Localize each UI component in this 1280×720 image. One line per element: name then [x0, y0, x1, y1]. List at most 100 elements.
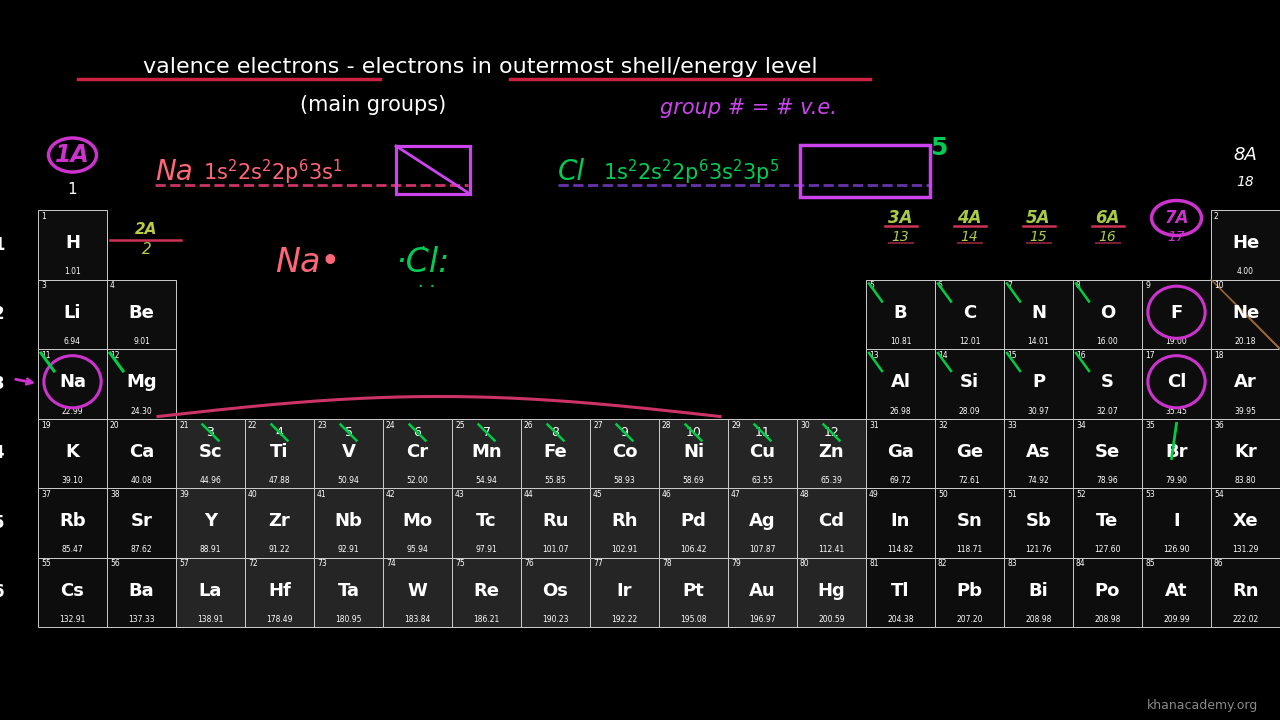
Text: 132.91: 132.91 — [59, 615, 86, 624]
Text: (main groups): (main groups) — [300, 95, 447, 115]
Text: Ba: Ba — [129, 582, 155, 600]
Text: 6.94: 6.94 — [64, 337, 81, 346]
Text: 13: 13 — [869, 351, 878, 360]
Text: Ta: Ta — [338, 582, 360, 600]
Text: 29: 29 — [731, 420, 741, 430]
Text: · ·: · · — [419, 278, 435, 296]
Text: 2: 2 — [142, 243, 151, 258]
Text: 19.00: 19.00 — [1166, 337, 1188, 346]
Text: 5: 5 — [0, 514, 4, 532]
Text: He: He — [1231, 235, 1260, 253]
Text: 39: 39 — [179, 490, 188, 499]
Text: 52.00: 52.00 — [407, 476, 429, 485]
Text: Xe: Xe — [1233, 513, 1258, 531]
Bar — [1004, 488, 1073, 557]
Text: 14: 14 — [938, 351, 947, 360]
Bar — [38, 488, 108, 557]
Bar — [314, 557, 383, 627]
Text: 8: 8 — [1076, 282, 1080, 290]
Bar — [659, 557, 728, 627]
Bar — [1073, 488, 1142, 557]
Text: Cu: Cu — [750, 443, 776, 461]
Text: Po: Po — [1094, 582, 1120, 600]
Bar — [867, 279, 934, 349]
Text: Pd: Pd — [681, 513, 707, 531]
Text: 1s$^2$2s$^2$2p$^6$3s$^2$3p$^5$: 1s$^2$2s$^2$2p$^6$3s$^2$3p$^5$ — [603, 158, 780, 186]
Text: Cd: Cd — [818, 513, 845, 531]
Text: 2A: 2A — [136, 222, 157, 238]
Text: 4A: 4A — [957, 209, 982, 227]
Text: 186.21: 186.21 — [474, 615, 499, 624]
Bar — [934, 557, 1004, 627]
Text: 114.82: 114.82 — [887, 546, 914, 554]
Text: 57: 57 — [179, 559, 188, 569]
Bar — [314, 488, 383, 557]
Text: 8: 8 — [552, 426, 559, 439]
Text: 72: 72 — [248, 559, 257, 569]
Bar — [1004, 557, 1073, 627]
Bar — [452, 488, 521, 557]
Text: H: H — [65, 235, 79, 253]
Bar — [383, 557, 452, 627]
Text: 15: 15 — [1007, 351, 1016, 360]
Text: 78.96: 78.96 — [1097, 476, 1119, 485]
Bar — [934, 418, 1004, 488]
Text: 97.91: 97.91 — [476, 546, 498, 554]
Bar — [1142, 418, 1211, 488]
Bar — [1004, 349, 1073, 418]
Text: 6: 6 — [938, 282, 943, 290]
Bar — [1142, 488, 1211, 557]
Text: 118.71: 118.71 — [956, 546, 983, 554]
Text: 208.98: 208.98 — [1025, 615, 1052, 624]
Bar — [867, 557, 934, 627]
Text: Os: Os — [543, 582, 568, 600]
Text: 1: 1 — [68, 182, 77, 197]
Text: 200.59: 200.59 — [818, 615, 845, 624]
Text: 4: 4 — [275, 426, 283, 439]
Text: 39.10: 39.10 — [61, 476, 83, 485]
Text: F: F — [1170, 304, 1183, 322]
Text: 1A: 1A — [55, 143, 90, 167]
Text: 20: 20 — [110, 420, 119, 430]
Bar — [38, 557, 108, 627]
Text: Na•: Na• — [275, 246, 340, 279]
Bar — [1211, 418, 1280, 488]
Text: 33: 33 — [1007, 420, 1016, 430]
Text: 192.22: 192.22 — [612, 615, 637, 624]
Bar — [1142, 557, 1211, 627]
Text: 6A: 6A — [1096, 209, 1120, 227]
Text: 4.00: 4.00 — [1236, 268, 1254, 276]
Text: 30: 30 — [800, 420, 810, 430]
Text: 45: 45 — [593, 490, 603, 499]
Text: Cl: Cl — [1167, 374, 1187, 392]
Bar — [177, 488, 244, 557]
Text: 63.55: 63.55 — [751, 476, 773, 485]
Text: 87.62: 87.62 — [131, 546, 152, 554]
Text: 55.85: 55.85 — [544, 476, 566, 485]
Text: 25: 25 — [454, 420, 465, 430]
Text: 12.01: 12.01 — [959, 337, 980, 346]
Text: 121.76: 121.76 — [1025, 546, 1052, 554]
Text: 84: 84 — [1076, 559, 1085, 569]
Text: Al: Al — [891, 374, 910, 392]
Text: Ir: Ir — [617, 582, 632, 600]
Text: 2: 2 — [1213, 212, 1219, 221]
Text: 83.80: 83.80 — [1235, 476, 1256, 485]
Text: 3A: 3A — [888, 209, 913, 227]
Bar — [38, 279, 108, 349]
Text: 85.47: 85.47 — [61, 546, 83, 554]
Text: 38: 38 — [110, 490, 119, 499]
Bar — [108, 488, 177, 557]
Text: 26: 26 — [524, 420, 534, 430]
Text: 7: 7 — [1007, 282, 1012, 290]
Text: 127.60: 127.60 — [1094, 546, 1121, 554]
Text: La: La — [198, 582, 223, 600]
Text: 12: 12 — [110, 351, 119, 360]
Bar — [934, 349, 1004, 418]
Text: 9: 9 — [621, 426, 628, 439]
Bar — [1211, 488, 1280, 557]
Text: 44.96: 44.96 — [200, 476, 221, 485]
Text: Zr: Zr — [269, 513, 291, 531]
Text: 13: 13 — [892, 230, 909, 244]
Text: Sr: Sr — [131, 513, 152, 531]
